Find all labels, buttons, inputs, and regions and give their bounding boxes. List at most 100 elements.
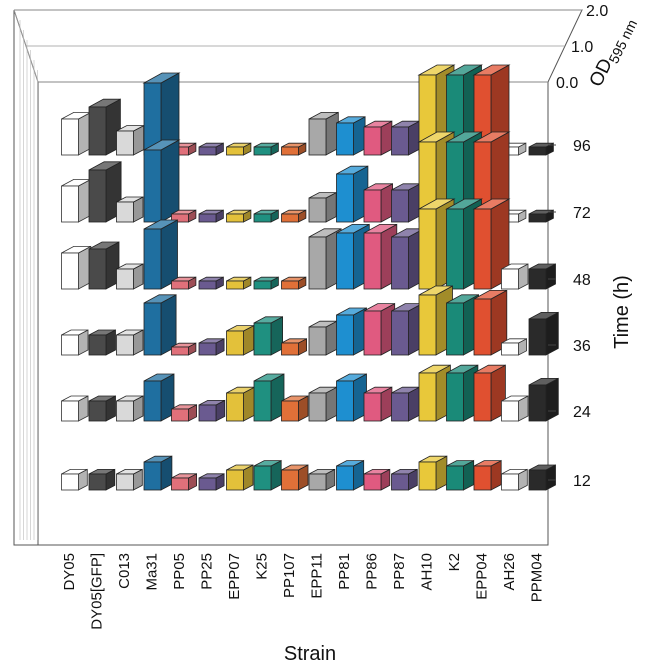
bar-side-face bbox=[160, 139, 180, 223]
bar-front-face bbox=[446, 208, 464, 290]
bar-front-face bbox=[528, 384, 547, 422]
bar bbox=[253, 276, 279, 290]
bar bbox=[528, 142, 554, 156]
bar-front-face bbox=[281, 213, 299, 223]
bar-front-face bbox=[61, 185, 79, 223]
bar-front-face bbox=[253, 213, 272, 223]
bar bbox=[308, 111, 339, 156]
strain-label: DY05 bbox=[61, 553, 78, 591]
bar-front-face bbox=[116, 400, 134, 422]
bar bbox=[253, 316, 283, 356]
bar-front-face bbox=[253, 146, 272, 156]
bar-front-face bbox=[61, 118, 79, 156]
bar-front-face bbox=[363, 126, 382, 156]
time-tick-label: 96 bbox=[573, 138, 591, 155]
bar bbox=[336, 459, 365, 491]
bar-front-face bbox=[198, 213, 217, 223]
bar bbox=[501, 395, 529, 422]
bar-front-face bbox=[308, 236, 327, 290]
bar-front-face bbox=[198, 146, 217, 156]
strain-label: EPP07 bbox=[226, 553, 243, 600]
bar bbox=[446, 364, 479, 422]
bar-front-face bbox=[226, 213, 244, 223]
bar-front-face bbox=[528, 469, 547, 491]
bar-front-face bbox=[171, 346, 189, 356]
bar bbox=[61, 329, 89, 356]
bar bbox=[363, 386, 393, 422]
strain-label: PP86 bbox=[364, 553, 381, 590]
bar bbox=[336, 165, 369, 223]
bar-front-face bbox=[308, 473, 327, 491]
bar bbox=[528, 209, 554, 223]
bar bbox=[88, 329, 116, 356]
bar-front-face bbox=[418, 372, 437, 422]
bar bbox=[198, 338, 225, 356]
bar bbox=[308, 386, 338, 422]
bar-front-face bbox=[61, 334, 79, 356]
time-tick-label: 48 bbox=[573, 272, 591, 289]
bar bbox=[88, 395, 116, 422]
bar bbox=[281, 209, 307, 223]
strain-label: AH10 bbox=[419, 553, 436, 591]
bar bbox=[253, 459, 282, 491]
bar-front-face bbox=[226, 280, 244, 290]
bar bbox=[501, 263, 529, 290]
bar bbox=[281, 395, 309, 422]
bar-front-face bbox=[143, 461, 162, 491]
bar bbox=[418, 455, 448, 491]
bar-front-face bbox=[226, 146, 244, 156]
bar bbox=[171, 209, 197, 223]
bar bbox=[198, 399, 226, 422]
bar-side-face bbox=[160, 219, 178, 290]
strain-label: PPM04 bbox=[529, 553, 546, 602]
bar bbox=[281, 338, 307, 356]
bar bbox=[116, 196, 144, 223]
bar bbox=[336, 307, 367, 356]
bar bbox=[226, 209, 252, 223]
strain-label: C013 bbox=[116, 553, 133, 589]
bar bbox=[308, 320, 338, 356]
bar bbox=[226, 324, 255, 356]
bar-front-face bbox=[61, 252, 79, 290]
bar bbox=[226, 386, 255, 422]
bar-front-face bbox=[363, 392, 382, 422]
bar bbox=[281, 276, 307, 290]
bar-front-face bbox=[528, 213, 547, 223]
bar bbox=[198, 142, 224, 156]
bar bbox=[336, 116, 366, 156]
bar-front-face bbox=[253, 280, 272, 290]
bar bbox=[473, 289, 508, 356]
bar-front-face bbox=[253, 322, 272, 356]
bar-front-face bbox=[88, 248, 107, 290]
bar bbox=[281, 142, 307, 156]
bar-front-face bbox=[528, 318, 547, 356]
bar-front-face bbox=[473, 465, 492, 491]
strain-label: Ma31 bbox=[144, 553, 161, 591]
bar bbox=[391, 386, 420, 422]
z-tick-label: 0.0 bbox=[556, 75, 578, 92]
bar-front-face bbox=[88, 106, 107, 156]
strain-label: PP107 bbox=[281, 553, 298, 598]
bar-front-face bbox=[391, 189, 409, 223]
bar-front-face bbox=[88, 169, 107, 223]
bars-group bbox=[61, 64, 559, 491]
bar-front-face bbox=[391, 236, 409, 290]
bar bbox=[116, 468, 143, 491]
y-axis-title: Time (h) bbox=[611, 275, 633, 349]
bar-front-face bbox=[528, 268, 547, 290]
bar-front-face bbox=[473, 208, 492, 290]
bar bbox=[198, 276, 224, 290]
bar-side-face bbox=[408, 183, 421, 223]
bar-front-face bbox=[253, 380, 272, 422]
bar bbox=[226, 464, 254, 491]
bar bbox=[226, 276, 252, 290]
bar-front-face bbox=[281, 469, 299, 491]
bar-front-face bbox=[446, 302, 464, 356]
time-tick-label: 36 bbox=[573, 338, 591, 355]
svg-text:OD595 nm: OD595 nm bbox=[586, 13, 641, 91]
bar-front-face bbox=[391, 392, 409, 422]
bar-front-face bbox=[363, 310, 382, 356]
bar bbox=[336, 373, 367, 422]
bar bbox=[61, 111, 92, 156]
